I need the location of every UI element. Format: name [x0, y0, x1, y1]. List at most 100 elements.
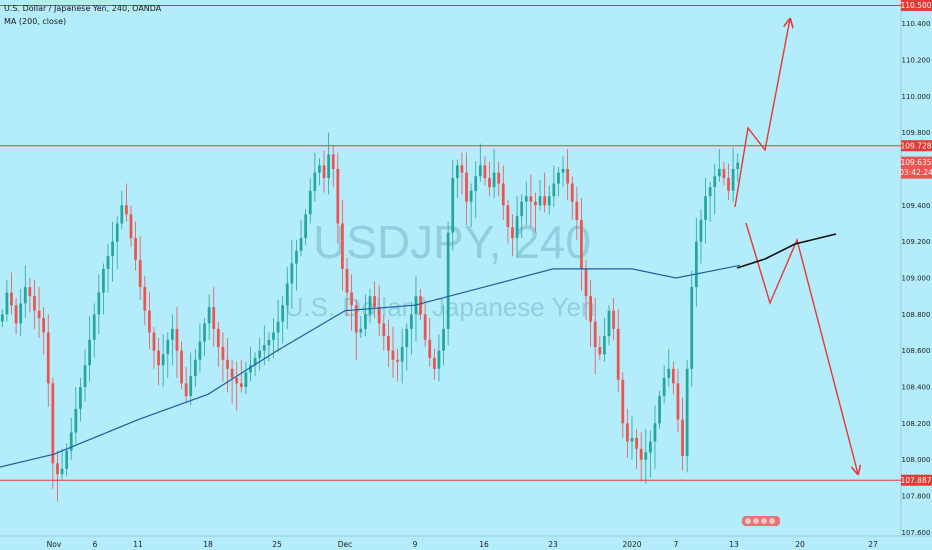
countdown-label: 03:42:24	[899, 168, 932, 177]
candle-body	[598, 347, 602, 355]
candle-body	[308, 190, 312, 215]
time-axis-background	[0, 536, 932, 550]
candle-body	[465, 172, 468, 202]
candle-body	[207, 307, 211, 324]
projection-ma-extension[interactable]	[736, 233, 837, 269]
projection-down-path[interactable]	[745, 222, 858, 474]
logo-badge	[742, 516, 780, 526]
candle-body	[630, 437, 634, 442]
candle-body	[593, 321, 597, 348]
candle-body	[258, 350, 262, 358]
x-tick-label: 18	[203, 540, 213, 549]
candle-body	[111, 241, 114, 257]
projection-drawing[interactable]	[734, 19, 858, 474]
candle-body	[658, 396, 661, 424]
candle-body	[354, 305, 358, 333]
y-tick-label: 107.800	[902, 493, 931, 501]
y-tick-label: 109.800	[902, 129, 931, 137]
x-tick-label: 11	[133, 540, 143, 549]
x-tick-label: Nov	[47, 540, 62, 549]
candle-body	[97, 292, 101, 315]
candle-body	[267, 339, 271, 346]
candle-body	[423, 314, 427, 340]
candle-body	[428, 339, 432, 358]
candle-body	[681, 419, 684, 457]
candle-body	[506, 205, 510, 228]
x-tick-label: Dec	[338, 540, 353, 549]
candle-body	[212, 307, 216, 329]
y-tick-label: 110.000	[902, 93, 931, 101]
candlestick-series	[0, 132, 740, 502]
candle-body	[391, 350, 395, 360]
candle-body	[736, 162, 740, 169]
candle-body	[690, 287, 694, 369]
last-price-label: 109.635	[900, 158, 931, 167]
candle-body	[717, 168, 721, 177]
x-tick-label: 27	[868, 540, 878, 549]
candle-body	[23, 287, 27, 304]
candle-body	[543, 196, 547, 206]
candle-body	[639, 448, 643, 460]
candle-body	[584, 268, 588, 297]
x-tick-label: 9	[413, 540, 418, 549]
candle-body	[511, 227, 514, 239]
candle-body	[455, 165, 459, 179]
candle-body	[704, 196, 707, 220]
x-tick-label: 13	[729, 540, 739, 549]
candle-body	[92, 314, 96, 340]
candle-body	[667, 368, 671, 378]
candle-body	[175, 328, 179, 351]
candle-body	[419, 296, 422, 315]
candle-body	[60, 468, 64, 475]
candle-body	[644, 452, 648, 460]
candle-body	[451, 178, 455, 233]
candle-body	[405, 328, 409, 348]
x-tick-label: 23	[548, 540, 558, 549]
level-badge-110500: 110.500	[900, 0, 932, 11]
candle-body	[42, 317, 46, 333]
ma-200-line	[0, 264, 741, 468]
candle-body	[10, 292, 13, 306]
candle-body	[566, 168, 570, 184]
y-tick-label: 108.400	[902, 384, 931, 392]
candle-body	[74, 408, 78, 433]
candle-body	[148, 310, 151, 333]
time-axis[interactable]: Nov 6 11 18 25 Dec 9 16 23 2020 7 13 20 27	[0, 535, 932, 550]
price-axis-background	[901, 0, 932, 550]
candle-body	[676, 383, 680, 420]
horizontal-levels[interactable]	[0, 4, 901, 481]
y-tick-label: 110.400	[902, 20, 931, 28]
candle-body	[226, 359, 229, 369]
candle-body	[368, 296, 372, 315]
projection-up-path[interactable]	[734, 19, 790, 208]
candle-body	[685, 368, 689, 457]
x-tick-label: 7	[674, 540, 679, 549]
last-price-badge: 109.635 03:42:24	[899, 156, 932, 179]
y-tick-label: 109.000	[902, 274, 931, 282]
candle-body	[478, 165, 482, 177]
candle-body	[653, 423, 657, 442]
candle-body	[515, 216, 519, 239]
candle-body	[134, 238, 137, 260]
candle-body	[488, 178, 491, 188]
candle-body	[341, 223, 344, 269]
candle-body	[322, 165, 326, 179]
candle-body	[547, 196, 551, 206]
y-tick-label: 109.200	[902, 238, 931, 246]
candle-body	[336, 168, 340, 224]
candle-body	[409, 314, 413, 329]
candle-body	[203, 323, 206, 342]
candle-body	[19, 303, 23, 324]
candle-body	[170, 328, 174, 340]
candle-body	[377, 307, 381, 324]
candle-body	[125, 205, 128, 215]
y-tick-label: 108.800	[902, 311, 931, 319]
price-axis[interactable]: 110.400 110.200 110.000 109.800 109.400 109.2…	[899, 0, 932, 550]
candle-body	[570, 183, 574, 202]
candle-body	[460, 165, 464, 173]
candle-body	[442, 328, 445, 351]
level-label-110500: 110.500	[900, 1, 931, 10]
candle-body	[529, 196, 533, 202]
x-tick-label: 20	[795, 540, 805, 549]
